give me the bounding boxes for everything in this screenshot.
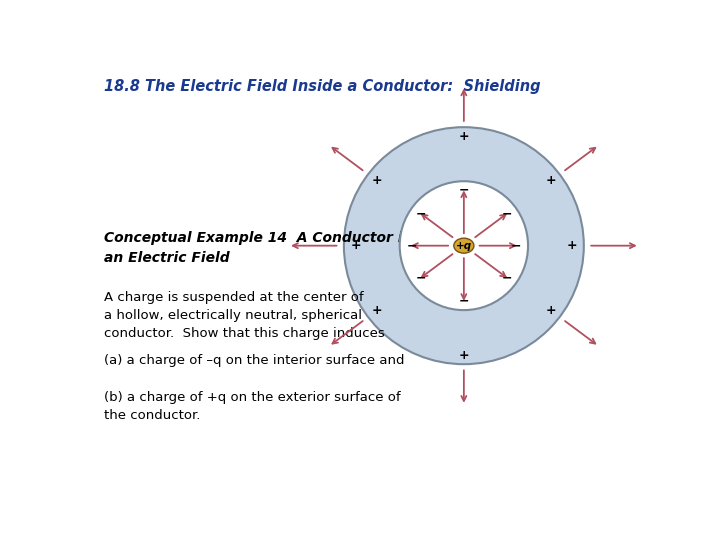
Text: +: + [459, 348, 469, 361]
Text: −: − [501, 207, 512, 220]
Text: +: + [459, 130, 469, 143]
Text: −: − [501, 271, 512, 284]
Text: −: − [459, 184, 469, 197]
Text: +q: +q [456, 241, 472, 251]
Text: −: − [510, 239, 521, 252]
Ellipse shape [344, 127, 584, 364]
Text: 18.8 The Electric Field Inside a Conductor:  Shielding: 18.8 The Electric Field Inside a Conduct… [104, 79, 541, 94]
Text: Conceptual Example 14  A Conductor in
an Electric Field: Conceptual Example 14 A Conductor in an … [104, 231, 413, 265]
Text: −: − [459, 294, 469, 307]
Text: +: + [566, 239, 577, 252]
Text: +: + [546, 304, 557, 317]
Text: +: + [546, 174, 557, 187]
Text: +: + [351, 239, 361, 252]
Text: +: + [372, 304, 382, 317]
Text: −: − [415, 207, 426, 220]
Circle shape [454, 238, 474, 253]
Text: A charge is suspended at the center of
a hollow, electrically neutral, spherical: A charge is suspended at the center of a… [104, 292, 384, 340]
Ellipse shape [400, 181, 528, 310]
Text: (a) a charge of –q on the interior surface and: (a) a charge of –q on the interior surfa… [104, 354, 405, 367]
Text: −: − [415, 271, 426, 284]
Text: −: − [407, 239, 417, 252]
Text: +: + [372, 174, 382, 187]
Text: (b) a charge of +q on the exterior surface of
the conductor.: (b) a charge of +q on the exterior surfa… [104, 391, 400, 422]
